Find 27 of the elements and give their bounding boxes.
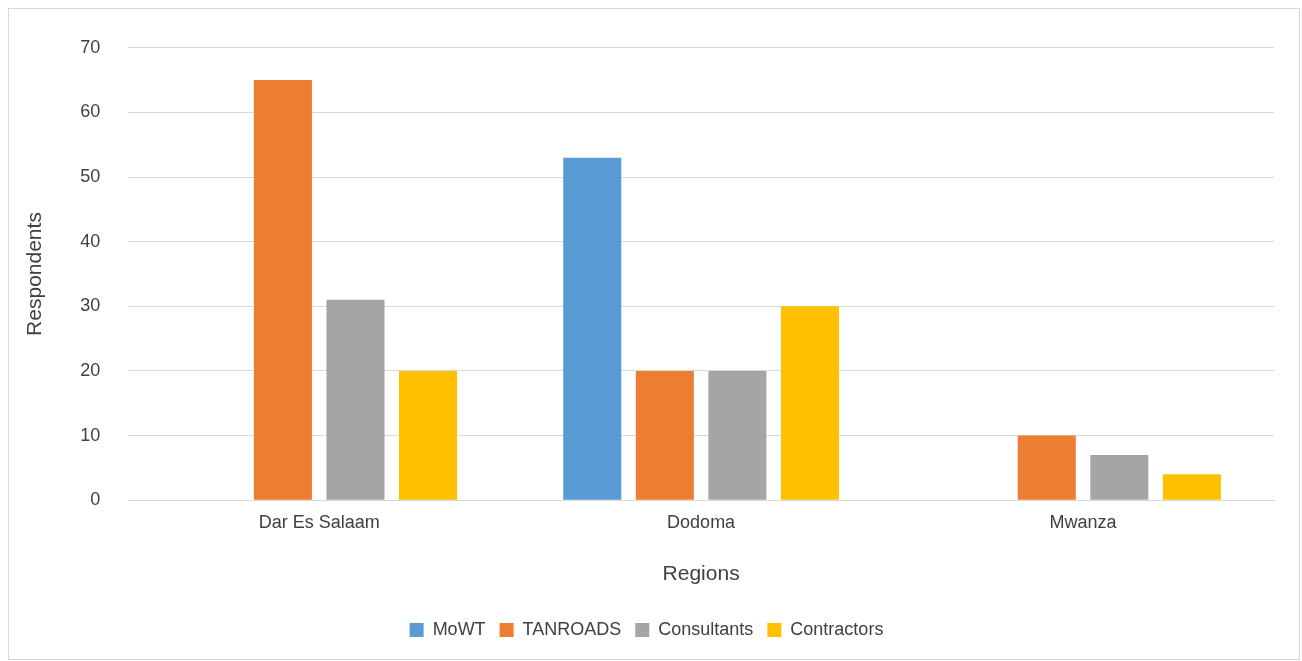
x-tick-label: Dar Es Salaam <box>258 511 380 532</box>
legend-label: Contractors <box>790 618 884 639</box>
legend-label: MoWT <box>432 618 486 639</box>
bar <box>253 80 312 500</box>
bar <box>780 306 839 500</box>
x-tick-label: Mwanza <box>1049 511 1118 532</box>
y-tick-label: 30 <box>80 295 101 316</box>
bar <box>708 370 767 500</box>
y-tick-label: 50 <box>80 166 101 187</box>
bar <box>1162 474 1221 500</box>
x-tick-label: Dodoma <box>667 511 737 532</box>
bar <box>326 299 385 500</box>
bar <box>1090 454 1149 500</box>
bar <box>635 370 694 500</box>
bar <box>399 370 458 500</box>
y-tick-label: 20 <box>80 359 101 380</box>
x-axis-title: Regions <box>662 561 740 585</box>
y-tick-label: 70 <box>80 36 101 57</box>
bar <box>1017 435 1076 500</box>
legend-label: Consultants <box>658 618 754 639</box>
y-tick-label: 60 <box>80 101 101 122</box>
bar <box>563 157 622 500</box>
y-axis-title: Respondents <box>22 212 46 336</box>
y-tick-label: 40 <box>80 230 101 251</box>
y-tick-label: 0 <box>90 489 101 510</box>
y-tick-label: 10 <box>80 424 101 445</box>
legend-label: TANROADS <box>522 618 622 639</box>
